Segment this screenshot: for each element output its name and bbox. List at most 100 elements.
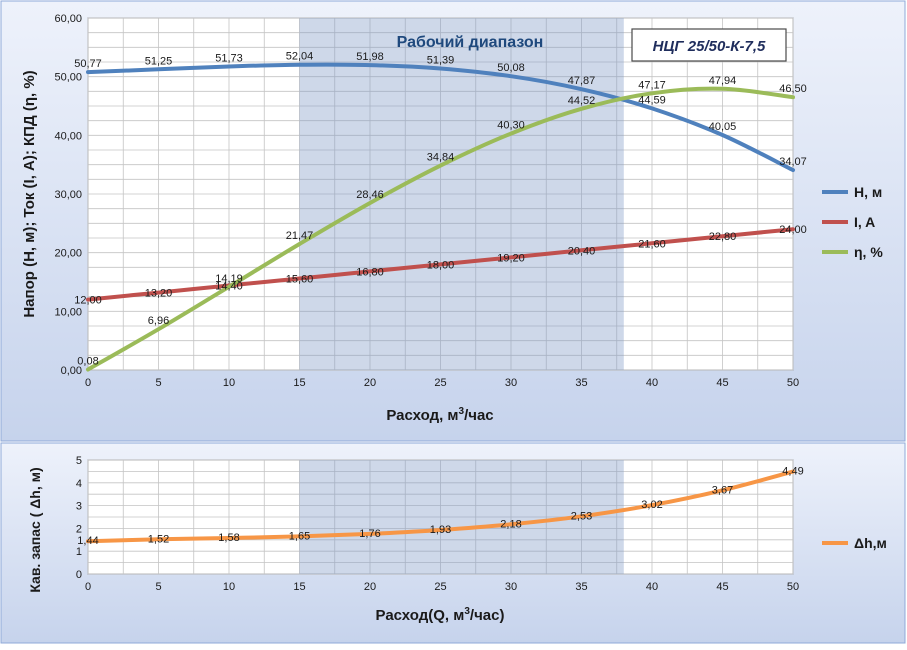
- npsh-y-axis-title: Кав. запас ( Δh, м): [27, 467, 43, 592]
- npsh-data-label-npsh: 1,65: [289, 530, 310, 542]
- npsh-grid: [87, 459, 794, 575]
- npsh-legend: Δh,м: [822, 535, 887, 551]
- main-data-label-efficiency: 34,84: [427, 152, 455, 164]
- npsh-data-label-npsh: 1,44: [77, 535, 98, 547]
- npsh-x-tick-label: 15: [293, 581, 305, 593]
- main-data-label-head: 51,98: [356, 51, 384, 63]
- npsh-x-tick-label: 45: [716, 581, 728, 593]
- main-data-label-current: 15,60: [286, 273, 314, 285]
- npsh-x-tick-label: 20: [364, 581, 376, 593]
- main-x-tick-label: 5: [155, 377, 161, 389]
- npsh-data-label-npsh: 1,76: [359, 528, 380, 540]
- main-x-tick-label: 0: [85, 377, 91, 389]
- npsh-data-label-npsh: 2,18: [500, 518, 521, 530]
- main-x-tick-label: 45: [716, 377, 728, 389]
- main-x-tick-label: 10: [223, 377, 235, 389]
- main-x-tick-labels: 0 5 10 15 20 25 30 35 40 45 50: [85, 377, 799, 389]
- main-legend-label-efficiency: η, %: [854, 244, 883, 260]
- npsh-y-tick-label: 3: [76, 501, 82, 513]
- main-data-label-head: 47,87: [568, 75, 596, 87]
- npsh-x-tick-label: 40: [646, 581, 658, 593]
- main-data-label-current: 24,00: [779, 224, 807, 236]
- main-series-line-head: [86, 62, 795, 173]
- main-data-label-current: 20,40: [568, 245, 596, 257]
- working-range-band: [299, 18, 624, 370]
- main-y-tick-labels: 0,00 10,00 20,00 30,00 40,00 50,00 60,00: [54, 13, 82, 377]
- main-data-label-current: 12,00: [74, 295, 102, 307]
- working-range-label: Рабочий диапазон: [397, 34, 544, 51]
- main-y-tick-label: 50,00: [54, 72, 82, 84]
- main-data-label-head: 40,05: [709, 121, 737, 133]
- npsh-data-label-npsh: 4,49: [782, 466, 803, 478]
- main-data-label-efficiency: 44,52: [568, 95, 596, 107]
- npsh-data-label-npsh: 2,53: [571, 510, 592, 522]
- main-legend-label-current: I, A: [854, 214, 875, 230]
- npsh-x-tick-label: 25: [434, 581, 446, 593]
- main-data-label-current: 14,40: [215, 281, 243, 293]
- main-y-axis-title: Напор (Н, м); Ток (I, А); КПД (η, %): [21, 70, 38, 317]
- main-series-line-efficiency: [86, 86, 795, 372]
- main-y-tick-label: 0,00: [61, 365, 82, 377]
- main-chart: 50,77 51,25 51,73 52,04 51,98 51,3950,0847,87…: [21, 13, 883, 424]
- main-data-label-current: 18,00: [427, 259, 455, 271]
- main-data-label-efficiency: 47,94: [709, 75, 737, 87]
- main-data-label-efficiency: 14,19: [215, 273, 243, 285]
- main-x-axis-title: Расход, м3/час: [386, 406, 493, 424]
- main-x-tick-label: 40: [646, 377, 658, 389]
- npsh-data-label-npsh: 1,58: [218, 532, 239, 544]
- npsh-series-lines: [86, 469, 795, 544]
- main-x-tick-label: 30: [505, 377, 517, 389]
- main-data-label-efficiency: 46,50: [779, 83, 807, 95]
- npsh-x-tick-label: 0: [85, 581, 91, 593]
- main-data-label-efficiency: 21,47: [286, 230, 314, 242]
- main-data-label-current: 16,80: [356, 266, 384, 278]
- main-y-tick-label: 40,00: [54, 130, 82, 142]
- main-data-label-efficiency: 40,30: [497, 120, 525, 132]
- npsh-y-tick-label: 0: [76, 569, 82, 581]
- main-data-label-head: 52,04: [286, 51, 314, 63]
- main-data-label-head: 34,07: [779, 156, 807, 168]
- main-y-tick-label: 20,00: [54, 248, 82, 260]
- npsh-y-tick-labels: 0 1 2 3 4 5: [76, 455, 82, 581]
- main-data-label-head: 44,59: [638, 94, 666, 106]
- npsh-data-label-npsh: 3,67: [712, 484, 733, 496]
- main-data-label-efficiency: 6,96: [148, 315, 169, 327]
- main-grid: [87, 17, 794, 371]
- main-data-label-efficiency: 47,17: [638, 79, 666, 91]
- npsh-x-tick-label: 30: [505, 581, 517, 593]
- main-y-tick-label: 30,00: [54, 189, 82, 201]
- main-y-tick-label: 10,00: [54, 306, 82, 318]
- npsh-data-labels: 1,44 1,52 1,58 1,65 1,76 1,93 2,18 2,53 3,02 3,67…: [77, 466, 803, 548]
- main-data-label-head: 50,77: [74, 58, 102, 70]
- main-x-tick-label: 15: [293, 377, 305, 389]
- main-x-tick-label: 25: [434, 377, 446, 389]
- main-data-label-efficiency: 28,46: [356, 189, 384, 201]
- main-legend-label-head: Н, м: [854, 184, 882, 200]
- model-title-box: [631, 28, 787, 62]
- main-data-label-current: 13,20: [145, 288, 173, 300]
- main-data-label-current: 19,20: [497, 252, 525, 264]
- npsh-y-tick-label: 5: [76, 455, 82, 467]
- npsh-y-tick-label: 2: [76, 523, 82, 535]
- npsh-series-line-npsh: [86, 469, 795, 544]
- npsh-x-tick-label: 50: [787, 581, 799, 593]
- main-data-label-efficiency: 0,08: [77, 356, 98, 368]
- npsh-chart: 1,44 1,52 1,58 1,65 1,76 1,93 2,18 2,53 3,02 3,67…: [27, 455, 887, 624]
- npsh-data-label-npsh: 1,52: [148, 533, 169, 545]
- main-data-labels: 50,77 51,25 51,73 52,04 51,98 51,39 50,08 47,87…: [74, 51, 807, 368]
- main-x-tick-label: 50: [787, 377, 799, 389]
- main-data-label-head: 51,25: [145, 55, 173, 67]
- main-data-label-current: 22,80: [709, 231, 737, 243]
- model-title: НЦГ 25/50-К-7,5: [653, 38, 766, 55]
- main-x-tick-label: 35: [575, 377, 587, 389]
- npsh-y-tick-label: 1: [76, 546, 82, 558]
- main-series-line-current: [86, 227, 795, 302]
- main-x-tick-label: 20: [364, 377, 376, 389]
- npsh-legend-label-npsh: Δh,м: [854, 535, 887, 551]
- main-data-label-current: 21,60: [638, 238, 666, 250]
- npsh-x-axis-title: Расход(Q, м3/час): [376, 606, 505, 624]
- npsh-x-tick-label: 10: [223, 581, 235, 593]
- npsh-y-tick-label: 4: [76, 478, 82, 490]
- npsh-x-tick-label: 5: [155, 581, 161, 593]
